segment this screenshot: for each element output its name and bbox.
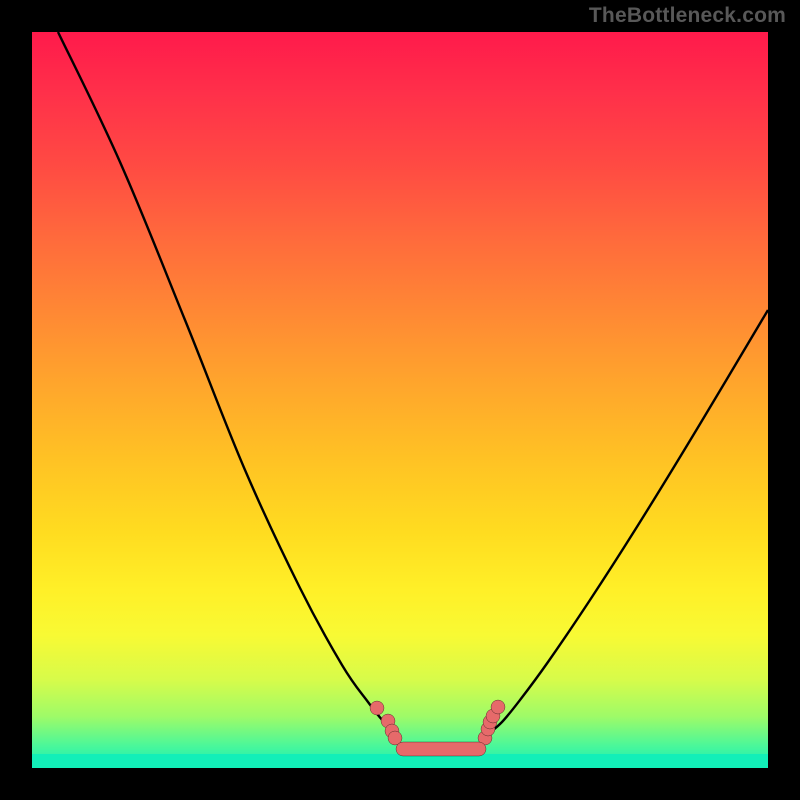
marker-dot [491,700,505,714]
plot-background [32,32,768,768]
marker-bottom-lozenge [396,742,486,756]
watermark-text: TheBottleneck.com [589,4,786,28]
plot-bottom-band [32,754,768,768]
chart-frame: TheBottleneck.com [0,0,800,800]
bottleneck-chart [0,0,800,800]
marker-dot [370,701,384,715]
